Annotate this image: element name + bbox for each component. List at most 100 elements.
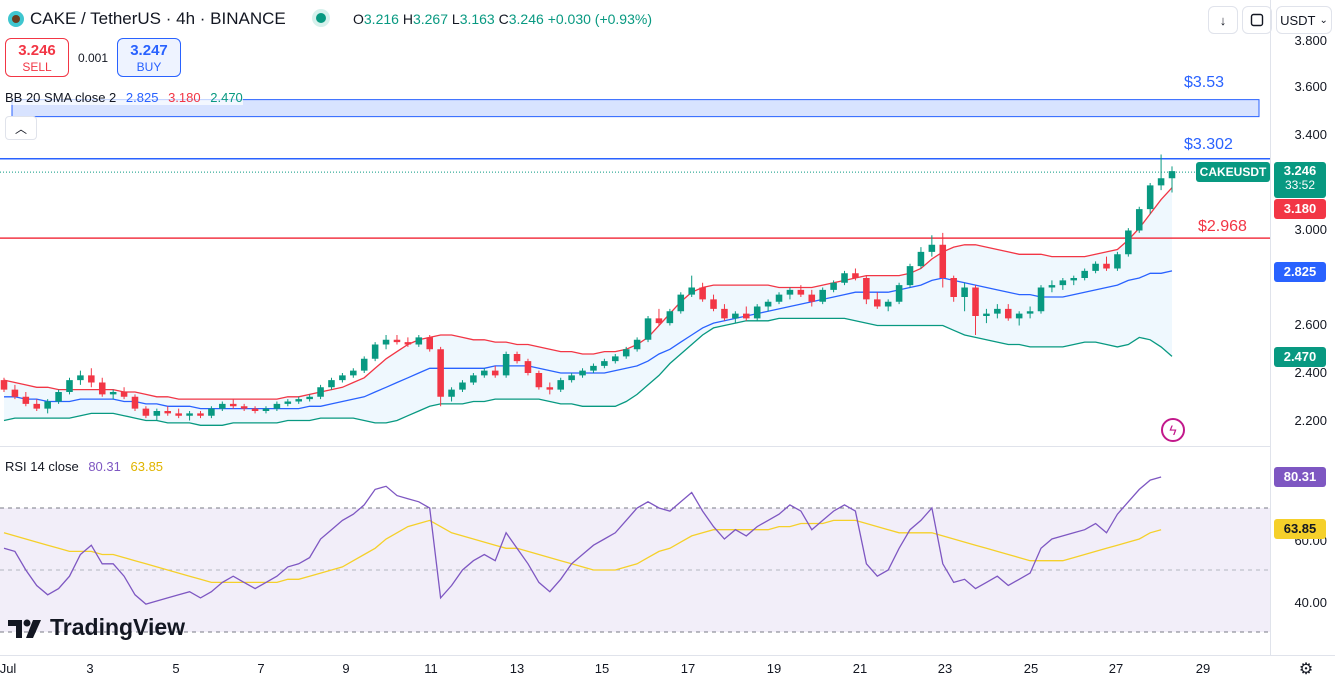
candle-body [677,294,685,312]
candle-body [568,375,575,381]
tradingview-wordmark: TradingView [50,614,186,640]
tradingview-logo[interactable]: TradingView [8,614,185,641]
candle-body [775,294,783,302]
candle-body [688,287,695,295]
candle-body [382,339,390,345]
candle-body [1015,313,1023,319]
candle-body [1114,254,1121,269]
fullscreen-button[interactable] [1242,6,1272,34]
candle-body [928,244,936,252]
candle-body [1125,230,1132,255]
market-open-indicator [316,13,326,23]
download-button[interactable]: ↓ [1208,6,1238,34]
chevron-down-icon: ⌄ [1319,14,1328,26]
time-tick-label: 23 [937,661,953,676]
time-tick-label: 7 [257,661,265,676]
candle-body [994,308,1001,314]
candle-body [753,306,761,319]
candle-body [1048,285,1056,288]
candle-body [786,289,794,295]
candle-body [404,342,412,345]
spread-value: 0.001 [78,51,109,65]
resistance-level-label: $3.302 [1184,136,1233,153]
candle-body [491,370,499,376]
currency-select[interactable]: USDT ⌄ [1276,6,1332,34]
collapse-legend-button[interactable]: ︿ [5,116,37,140]
zone-level-label: $3.53 [1184,74,1225,91]
candle-body [983,313,990,316]
ohlc-readout: O3.216 H3.267 L3.163 C3.246 +0.030 (+0.9… [353,11,652,27]
time-tick-label: 9 [342,661,350,676]
time-tick-label: 29 [1195,661,1211,676]
candle-body [306,396,313,400]
price-tick-2200: 2.200 [1294,413,1327,428]
candle-body [295,399,303,402]
time-tick-label: 15 [594,661,610,676]
download-arrow-icon: ↓ [1219,12,1227,28]
bb-lower-value: 2.470 [210,90,243,105]
candle-body [208,408,215,416]
candle-body [830,282,837,290]
candle-body [1070,278,1078,281]
top-bar: CAKE / TetherUS · 4h · BINANCE O3.216 H3… [0,0,1335,38]
rsi-legend-label: RSI 14 close [5,459,79,474]
candle-body [426,337,433,350]
candle-body [797,289,805,295]
lightning-icon[interactable]: ϟ [1161,418,1185,442]
candle-body [88,375,95,383]
time-tick-label: 25 [1023,661,1039,676]
close-value: 3.246 [508,11,544,27]
rsi-ma-line [3,519,1162,584]
settings-gear-icon[interactable]: ⚙ [1298,661,1314,678]
candle-body [557,380,564,390]
time-tick-label: 27 [1108,661,1124,676]
last-price: 3.246 [1283,163,1317,178]
candle-body [1037,287,1045,312]
candle-body [360,358,368,371]
candle-body [535,373,543,388]
candle-body [1026,311,1034,314]
open-value: 3.216 [363,11,399,27]
currency-label: USDT [1280,12,1316,28]
candle-body [1059,280,1067,286]
candle-body [66,380,73,392]
bb-legend[interactable]: BB 20 SMA close 2 2.825 3.180 2.470 [5,90,243,105]
candle-body [633,339,641,350]
candle-body [142,408,150,416]
sell-price: 3.246 [18,42,56,59]
candle-body [470,375,477,383]
resistance-zone [11,99,1260,118]
candle-body [339,375,346,381]
rsi-legend[interactable]: RSI 14 close 80.31 63.85 [5,459,164,474]
bar-countdown: 33:52 [1284,178,1316,192]
symbol-title[interactable]: CAKE / TetherUS · 4h · BINANCE [8,9,286,29]
candle-body [284,401,292,404]
candle-body [109,392,117,395]
candle-body [197,413,204,416]
time-tick-label: 17 [680,661,696,676]
candle-body [437,349,444,397]
price-tick-3400: 3.400 [1294,127,1327,142]
price-tick-2400: 2.400 [1294,365,1327,380]
buy-button[interactable]: 3.247 BUY [117,38,181,77]
candle-body [1103,263,1110,269]
candle-body [906,266,914,286]
candle-body [1081,270,1088,278]
sell-button[interactable]: 3.246 SELL [5,38,69,77]
bb-upper-line [3,187,1173,400]
bb-upper-tag: 3.180 [1274,199,1326,219]
rsi-ma-tag: 63.85 [1274,519,1326,539]
candle-body [601,361,608,366]
last-price-tag: 3.246 33:52 [1274,162,1326,198]
chevron-up-icon: ︿ [14,121,27,136]
candle-body [743,313,750,319]
candle-body [666,311,674,324]
candle-body [644,318,652,340]
bb-basis-line [4,270,1173,410]
candle-body [131,396,139,409]
time-tick-label: 21 [852,661,868,676]
time-tick-label: 13 [509,661,525,676]
candle-body [939,244,947,278]
price-tick-3800: 3.800 [1294,33,1327,48]
